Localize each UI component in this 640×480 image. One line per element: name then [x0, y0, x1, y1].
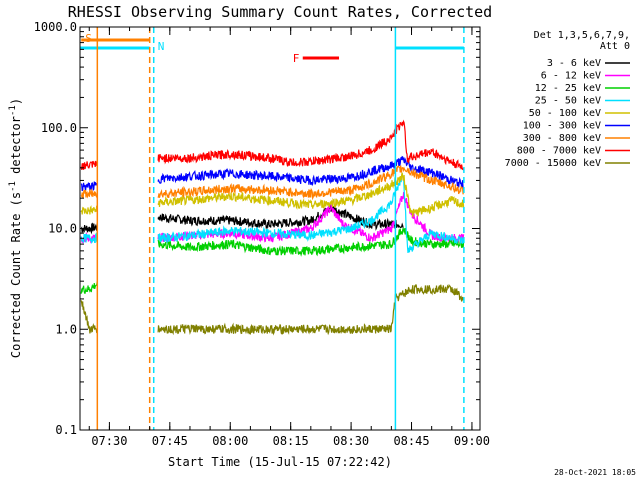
series-line-6-seg-0 [80, 188, 98, 199]
series-line-3-seg-1 [157, 172, 465, 254]
y-tick-label-0: 0.1 [55, 423, 77, 437]
series-line-0-seg-0 [80, 222, 98, 235]
series-line-4-seg-1 [157, 172, 465, 218]
series-line-0-seg-1 [157, 204, 404, 231]
x-tick-label-6: 09:00 [454, 434, 490, 448]
legend-label-0: 3 - 6 keV [547, 58, 601, 69]
y-tick-label-2: 10.0 [48, 222, 77, 236]
vertical-lines [96, 27, 465, 430]
x-axis: 07:30 07:45 08:00 08:15 08:30 08:45 09:00 [88, 27, 490, 448]
flag-label-2: F [293, 52, 300, 65]
flag-markers: S N F [80, 32, 464, 65]
legend-label-5: 100 - 300 keV [523, 121, 601, 132]
x-tick-label-0: 07:30 [91, 434, 127, 448]
flag-label-0: S [85, 32, 92, 45]
y-axis-label-sup2: -1 [8, 105, 18, 116]
series-line-4-seg-0 [80, 205, 98, 215]
series-line-7-seg-1 [157, 119, 465, 171]
legend-label-8: 7000 - 15000 keV [505, 158, 601, 169]
legend-label-6: 300 - 800 keV [523, 133, 601, 144]
series-line-6-seg-1 [157, 165, 465, 201]
legend-header-1: Att 0 [600, 41, 630, 52]
x-tick-label-3: 08:15 [273, 434, 309, 448]
flag-label-1: N [158, 40, 165, 53]
legend-label-1: 6 - 12 keV [541, 71, 601, 82]
y-tick-label-1: 1.0 [55, 322, 77, 336]
series-line-8-seg-1 [157, 283, 465, 336]
series-line-7-seg-0 [80, 160, 98, 170]
series-layer [80, 119, 465, 336]
timestamp: 28-Oct-2021 18:05 [554, 468, 636, 477]
y-tick-label-4: 1000.0 [34, 20, 77, 34]
legend-label-7: 800 - 7000 keV [517, 146, 601, 157]
chart-title: RHESSI Observing Summary Count Rates, Co… [68, 3, 492, 21]
x-tick-label-4: 08:30 [333, 434, 369, 448]
y-tick-label-3: 100.0 [41, 121, 77, 135]
series-line-5-seg-0 [80, 181, 98, 192]
y-axis-label-sup: -1 [8, 181, 18, 192]
legend-label-2: 12 - 25 keV [535, 83, 601, 94]
legend-header-0: Det 1,3,5,6,7,9, [534, 30, 630, 41]
y-axis-label-end: ) [9, 98, 23, 105]
legend-label-3: 25 - 50 keV [535, 96, 601, 107]
x-tick-label-1: 07:45 [152, 434, 188, 448]
legend-label-4: 50 - 100 keV [529, 108, 601, 119]
y-axis-label-main: Corrected Count Rate (s [9, 192, 23, 358]
series-line-2-seg-0 [80, 281, 98, 294]
plot-frame [79, 26, 481, 431]
y-axis-label-mid: detector [9, 116, 23, 181]
series-line-5-seg-1 [157, 155, 464, 190]
y-axis-label: Corrected Count Rate (s-1 detector-1) [8, 98, 23, 358]
x-tick-label-2: 08:00 [212, 434, 248, 448]
series-line-2-seg-1 [157, 227, 465, 257]
legend: Det 1,3,5,6,7,9,Att 0 3 - 6 keV 6 - 12 keV… [505, 30, 630, 169]
x-axis-label: Start Time (15-Jul-15 07:22:42) [168, 455, 392, 469]
y-axis: 0.1 1.0 10.0 100.0 1000.0 [34, 20, 480, 437]
x-tick-label-5: 08:45 [393, 434, 429, 448]
series-line-8-seg-0 [80, 300, 98, 334]
